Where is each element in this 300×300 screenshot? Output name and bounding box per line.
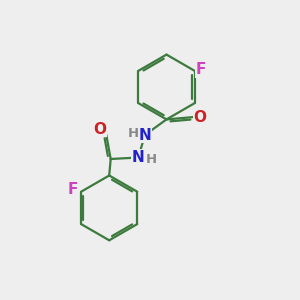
Text: O: O bbox=[93, 122, 106, 136]
Text: N: N bbox=[139, 128, 151, 142]
Text: F: F bbox=[68, 182, 78, 197]
Text: H: H bbox=[128, 127, 139, 140]
Text: O: O bbox=[194, 110, 207, 124]
Text: F: F bbox=[196, 62, 206, 77]
Text: H: H bbox=[145, 153, 157, 167]
Text: N: N bbox=[132, 150, 145, 165]
